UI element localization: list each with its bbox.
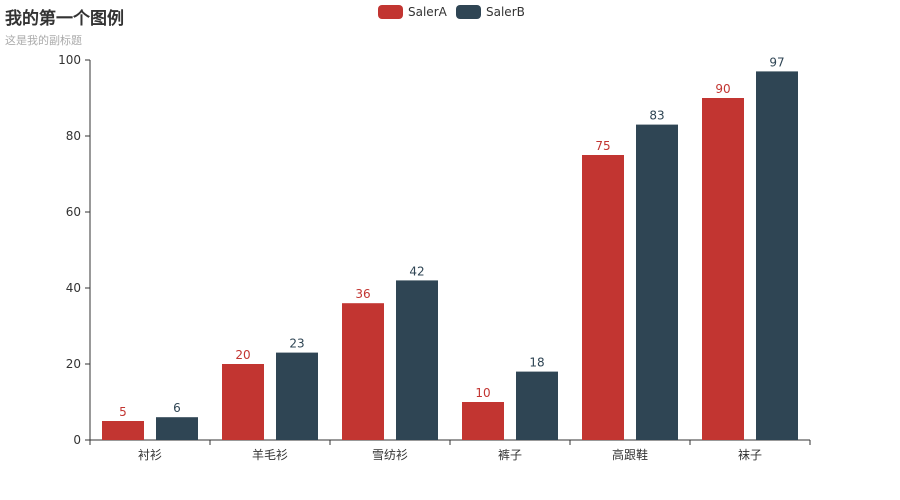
- bar-salerb-2[interactable]: [396, 280, 438, 440]
- x-tick-label: 羊毛衫: [252, 447, 288, 462]
- bar-salera-1[interactable]: [222, 364, 264, 440]
- bar-salera-4[interactable]: [582, 155, 624, 440]
- legend-item-salera[interactable]: SalerA: [378, 5, 448, 19]
- bar-salerb-5[interactable]: [756, 71, 798, 441]
- bar-salerb-1[interactable]: [276, 352, 318, 440]
- x-tick-label: 裤子: [498, 448, 522, 462]
- data-label-salerb-2: 42: [409, 264, 424, 278]
- data-label-salerb-0: 6: [173, 401, 181, 415]
- y-axis: 0 20 40 60 80 100: [58, 53, 91, 447]
- bar-salerb-4[interactable]: [636, 124, 678, 440]
- y-tick-label: 100: [58, 53, 81, 67]
- data-label-salerb-4: 83: [649, 109, 664, 123]
- data-label-salera-2: 36: [355, 287, 370, 301]
- x-tick-label: 衬衫: [138, 448, 162, 462]
- y-tick-label: 40: [66, 281, 81, 295]
- bar-salerb-0[interactable]: [156, 417, 198, 440]
- chart-title: 我的第一个图例: [5, 9, 124, 29]
- bar-salerb-3[interactable]: [516, 371, 558, 440]
- x-tick-label: 雪纺衫: [372, 448, 408, 462]
- data-label-salerb-3: 18: [529, 356, 544, 370]
- legend-swatch: [456, 5, 481, 19]
- data-label-salerb-5: 97: [769, 55, 784, 69]
- legend[interactable]: SalerA SalerB: [378, 5, 525, 19]
- data-label-salerb-1: 23: [289, 337, 304, 351]
- bars: [102, 71, 798, 441]
- y-tick-label: 60: [66, 205, 81, 219]
- bar-salera-3[interactable]: [462, 402, 504, 440]
- chart-subtitle: 这是我的副标题: [5, 34, 82, 47]
- y-tick-label: 0: [73, 433, 81, 447]
- y-tick-label: 80: [66, 129, 81, 143]
- legend-label: SalerB: [486, 5, 525, 19]
- bar-salera-5[interactable]: [702, 98, 744, 440]
- data-label-salera-1: 20: [235, 348, 250, 362]
- data-labels: 5 20 36 10 75 90 6 23 42 18 83 97: [119, 55, 784, 419]
- data-label-salera-4: 75: [595, 139, 610, 153]
- legend-swatch: [378, 5, 403, 19]
- bar-salera-0[interactable]: [102, 421, 144, 440]
- x-axis: 衬衫 羊毛衫 雪纺衫 裤子 高跟鞋 袜子: [89, 439, 811, 462]
- legend-label: SalerA: [408, 5, 448, 19]
- bar-salera-2[interactable]: [342, 303, 384, 440]
- data-label-salera-3: 10: [475, 386, 490, 400]
- x-tick-label: 高跟鞋: [612, 447, 648, 462]
- x-tick-label: 袜子: [738, 448, 762, 462]
- y-tick-label: 20: [66, 357, 81, 371]
- legend-item-salerb[interactable]: SalerB: [456, 5, 525, 19]
- data-label-salera-0: 5: [119, 405, 127, 419]
- data-label-salera-5: 90: [715, 82, 730, 96]
